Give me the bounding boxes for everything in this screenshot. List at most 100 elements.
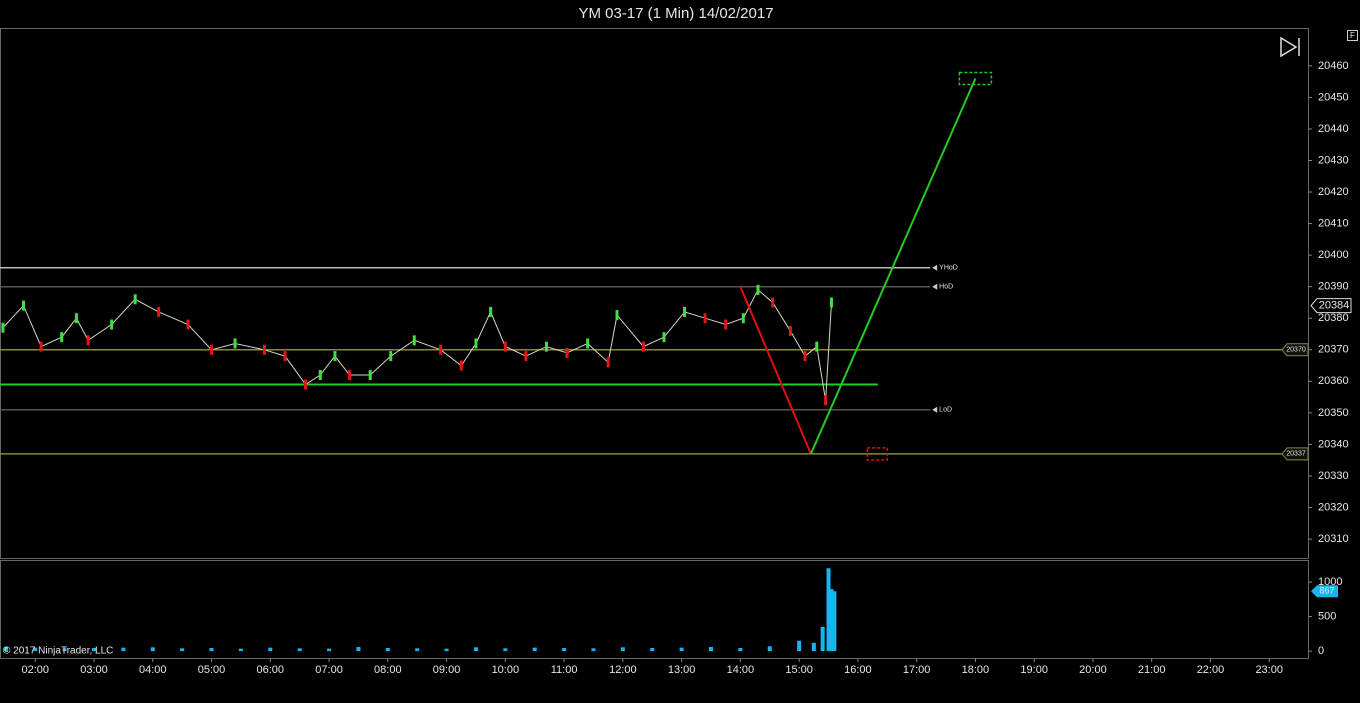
last-price-label: 20384 [1319,300,1350,312]
price-candle [503,341,507,352]
y-tick-label: 20370 [1318,344,1349,356]
trend-segment [739,286,812,455]
x-tick-label: 17:00 [903,664,931,676]
price-candle [1,322,5,333]
volume-bar [532,647,537,652]
volume-bar [415,648,420,652]
price-tag-label: 20370 [1286,347,1306,354]
level-marker [932,406,938,413]
price-tag-label: 20337 [1286,451,1306,458]
f-box[interactable] [1347,30,1358,41]
volume-bar [650,647,655,652]
volume-bar [820,626,825,652]
x-tick-label: 09:00 [433,664,461,676]
volume-bar [444,648,449,652]
x-tick-label: 15:00 [785,664,813,676]
price-candle [565,347,569,358]
price-candle [741,313,745,324]
price-candle [615,310,619,321]
price-candle [829,297,833,308]
y-tick-label: 20460 [1318,60,1349,72]
trend-segment [809,78,977,455]
x-tick-label: 16:00 [844,664,872,676]
x-tick-label: 23:00 [1255,664,1283,676]
y-tick-label: 20350 [1318,407,1349,419]
y-tick-label: 500 [1318,610,1336,622]
level-label: LoD [939,407,952,414]
y-tick-label: 0 [1318,645,1324,657]
price-candle [724,319,728,330]
price-candle [210,344,214,355]
volume-bar [62,648,67,652]
last-volume-label: 867 [1319,586,1334,596]
y-tick-label: 1000 [1318,576,1342,588]
price-candle [544,341,548,352]
volume-bar [829,588,834,652]
x-tick-label: 04:00 [139,664,167,676]
price-candle [474,338,478,349]
y-tick-label: 20400 [1318,249,1349,261]
y-tick-label: 20360 [1318,375,1349,387]
x-tick-label: 22:00 [1197,664,1225,676]
price-candle [333,351,337,362]
volume-bar [268,647,273,652]
x-tick-label: 08:00 [374,664,402,676]
price-candle [459,360,463,371]
price-candle [662,332,666,343]
volume-bar [797,640,802,652]
price-candle [283,351,287,362]
price-candle [412,335,416,346]
play-icon[interactable] [1280,36,1300,58]
volume-bar [121,647,126,652]
y-tick-label: 20320 [1318,501,1349,513]
volume-bar [297,648,302,652]
volume-bar [238,648,243,652]
f-label[interactable]: F [1350,31,1355,40]
level-label: HoD [939,284,953,291]
x-tick-label: 14:00 [727,664,755,676]
price-candle [157,306,161,317]
price-candle [60,332,64,343]
price-candle [803,351,807,362]
volume-bar [33,647,38,652]
volume-bar [738,647,743,652]
y-tick-label: 20410 [1318,218,1349,230]
y-tick-label: 20380 [1318,312,1349,324]
volume-bar [92,647,97,652]
x-tick-label: 03:00 [80,664,108,676]
y-tick-label: 20440 [1318,123,1349,135]
price-candle [39,341,43,352]
x-tick-label: 18:00 [962,664,990,676]
price-candle [74,313,78,324]
volume-bar [3,646,8,652]
price-candle [439,344,443,355]
volume-bar [356,646,361,652]
volume-bar [767,646,772,652]
last-price-tag [1310,298,1352,314]
play-arrow[interactable] [1280,36,1298,58]
price-candle [262,344,266,355]
price-candle [389,351,393,362]
price-candle [304,379,308,390]
y-tick-label: 20390 [1318,281,1349,293]
level-label: YHoD [939,265,958,272]
volume-bar [180,648,185,652]
x-tick-label: 10:00 [492,664,520,676]
volume-bar [679,647,684,652]
price-candle [233,338,237,349]
price-candle [771,297,775,308]
y-tick-label: 20310 [1318,533,1349,545]
price-tag [1281,447,1309,461]
x-tick-label: 06:00 [257,664,285,676]
price-panel [0,28,1309,559]
price-candle [524,351,528,362]
target-box [866,447,889,461]
x-tick-label: 21:00 [1138,664,1166,676]
volume-bar [708,646,713,652]
volume-bar [209,647,214,652]
price-tag [1281,343,1309,357]
volume-bar [826,568,831,652]
volume-bar [832,591,837,652]
target-box [958,71,993,86]
